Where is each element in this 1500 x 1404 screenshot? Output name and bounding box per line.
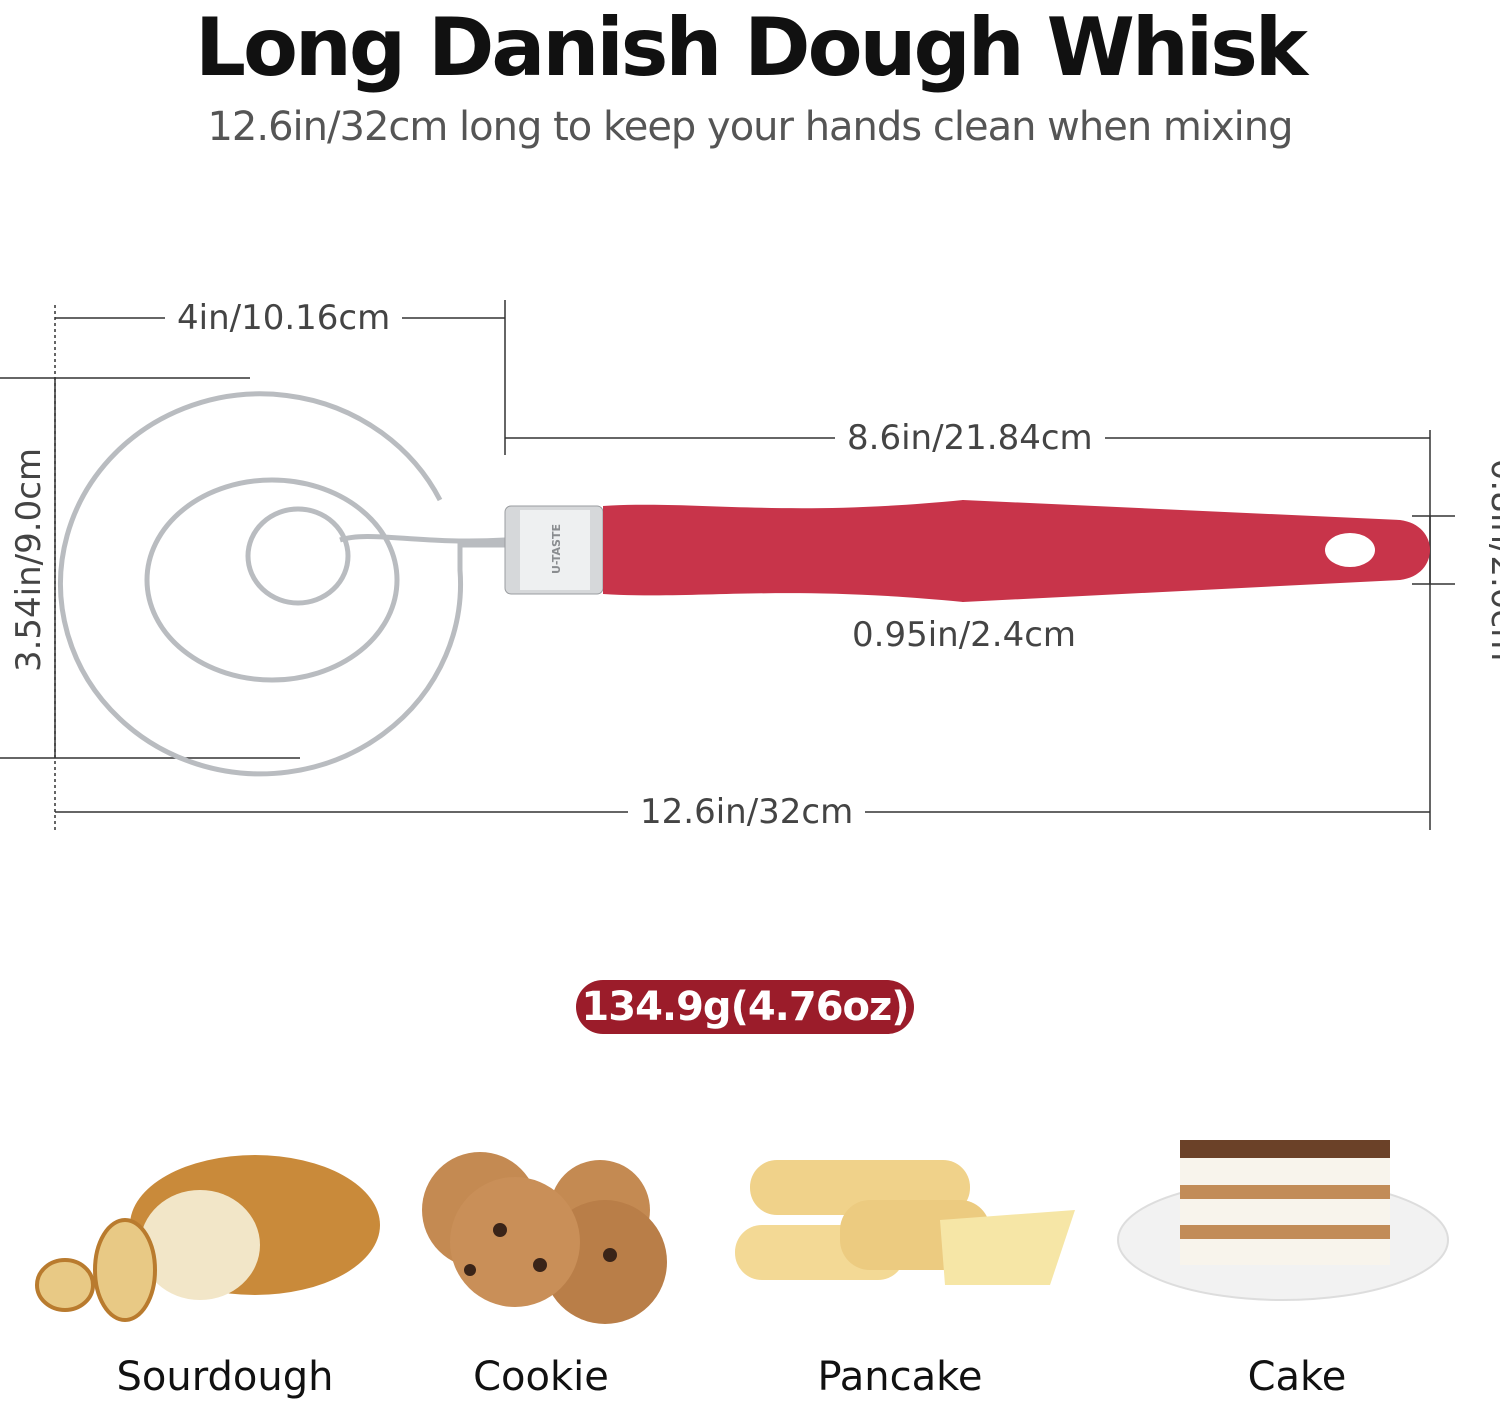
use-label-sourdough: Sourdough <box>116 1354 334 1400</box>
cookie-image <box>422 1152 667 1324</box>
total-length-label: 12.6in/32cm <box>628 792 866 832</box>
hanging-hole <box>1325 533 1375 567</box>
handle-length-label: 8.6in/21.84cm <box>835 418 1105 458</box>
whisk-handle <box>603 500 1430 602</box>
page-title: Long Danish Dough Whisk <box>194 1 1308 94</box>
weight-badge: 134.9g(4.76oz) <box>576 980 914 1034</box>
use-label-cookie: Cookie <box>473 1354 609 1400</box>
brand-mark: U-TASTE <box>550 524 563 574</box>
pancake-image <box>735 1160 1075 1285</box>
handle-end-height-label: 0.8in/2.0cm <box>1483 446 1500 674</box>
whisk-wire <box>58 391 506 777</box>
handle-diameter-label: 0.95in/2.4cm <box>840 615 1089 655</box>
use-label-cake: Cake <box>1247 1354 1347 1400</box>
page-subtitle: 12.6in/32cm long to keep your hands clea… <box>207 104 1293 150</box>
head-height-label: 3.54in/9.0cm <box>9 435 50 685</box>
cake-image <box>1117 1140 1449 1301</box>
ferrule-highlight <box>520 510 590 590</box>
use-label-pancake: Pancake <box>817 1354 983 1400</box>
head-width-label: 4in/10.16cm <box>165 298 403 338</box>
sourdough-image <box>35 1155 380 1322</box>
